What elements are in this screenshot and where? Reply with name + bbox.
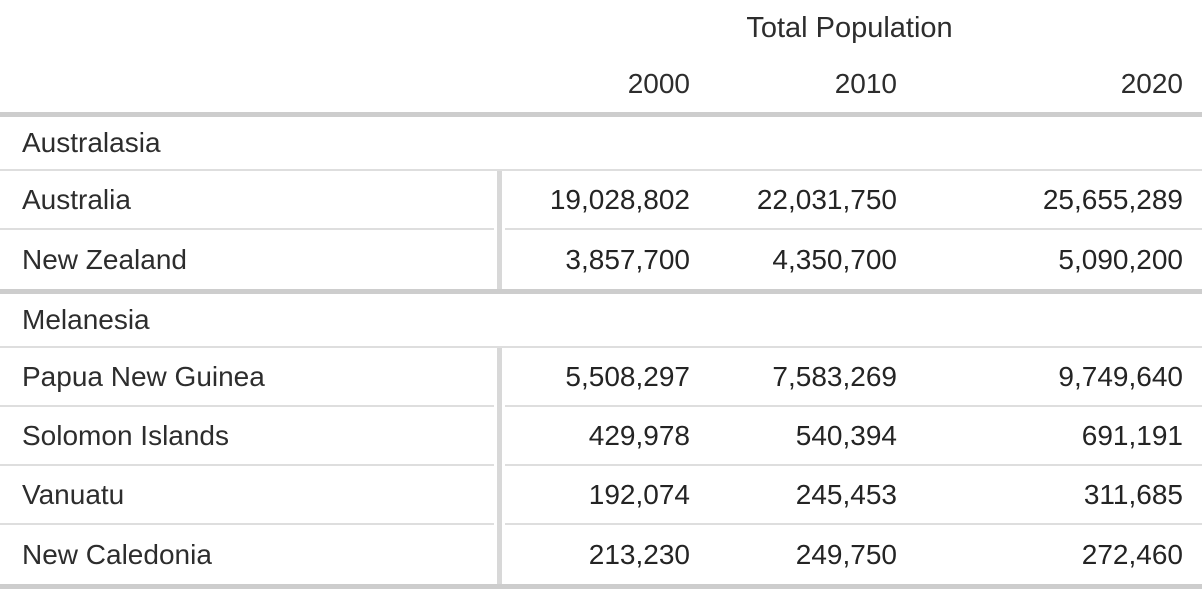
- group-header-australasia: Australasia: [0, 112, 1202, 171]
- country-cell: New Caledonia: [22, 538, 212, 570]
- value-cell-2000: 213,230: [588, 538, 690, 570]
- year-header-2000: 2000: [627, 68, 690, 99]
- title-spacer: [0, 0, 497, 56]
- value-cell-2020: 311,685: [897, 466, 1202, 525]
- value-cell-2020: 5,090,200: [1058, 243, 1183, 275]
- column-divider: [494, 171, 505, 230]
- value-cell-2020: 272,460: [1081, 538, 1183, 570]
- table-row: New Caledonia 213,230 249,750 272,460: [0, 525, 1202, 584]
- table-row: Australia 19,028,802 22,031,750 25,655,289: [0, 171, 1202, 230]
- table-row: New Zealand 3,857,700 4,350,700 5,090,200: [0, 230, 1202, 289]
- value-cell-2000: 429,978: [505, 407, 690, 466]
- table-row: Solomon Islands 429,978 540,394 691,191: [0, 407, 1202, 466]
- country-cell: New Zealand: [22, 243, 187, 275]
- column-divider: [494, 466, 505, 525]
- value-cell-2010: 540,394: [690, 407, 897, 466]
- value-cell-2010: 249,750: [795, 538, 897, 570]
- country-cell: Vanuatu: [0, 466, 494, 525]
- country-cell: Solomon Islands: [0, 407, 494, 466]
- year-header-row: 2000 2010 2020: [0, 56, 1202, 112]
- group-header-melanesia: Melanesia: [0, 289, 1202, 348]
- value-cell-2010: 245,453: [690, 466, 897, 525]
- year-header-2010: 2010: [834, 68, 897, 99]
- table-row: Papua New Guinea 5,508,297 7,583,269 9,749,…: [0, 348, 1202, 407]
- column-divider: [494, 348, 505, 407]
- value-cell-2010: 4,350,700: [772, 243, 897, 275]
- table-title: Total Population: [746, 11, 953, 44]
- column-divider: [494, 407, 505, 466]
- year-header-2020: 2020: [1120, 68, 1183, 99]
- table-body: Australasia Australia 19,028,802 22,031,750…: [0, 112, 1202, 584]
- value-cell-2000: 3,857,700: [565, 243, 690, 275]
- value-cell-2000: 192,074: [505, 466, 690, 525]
- column-divider: [494, 230, 505, 289]
- value-cell-2000: 19,028,802: [505, 171, 690, 230]
- value-cell-2020: 25,655,289: [897, 171, 1202, 230]
- value-cell-2020: 9,749,640: [897, 348, 1202, 407]
- country-cell: Australia: [0, 171, 494, 230]
- value-cell-2010: 22,031,750: [690, 171, 897, 230]
- table-title-row: Total Population: [0, 0, 1202, 56]
- value-cell-2000: 5,508,297: [505, 348, 690, 407]
- value-cell-2020: 691,191: [897, 407, 1202, 466]
- column-divider: [494, 525, 505, 584]
- year-spacer: [0, 56, 505, 112]
- table-row: Vanuatu 192,074 245,453 311,685: [0, 466, 1202, 525]
- country-cell: Papua New Guinea: [0, 348, 494, 407]
- value-cell-2010: 7,583,269: [690, 348, 897, 407]
- table-bottom-rule: [0, 584, 1202, 589]
